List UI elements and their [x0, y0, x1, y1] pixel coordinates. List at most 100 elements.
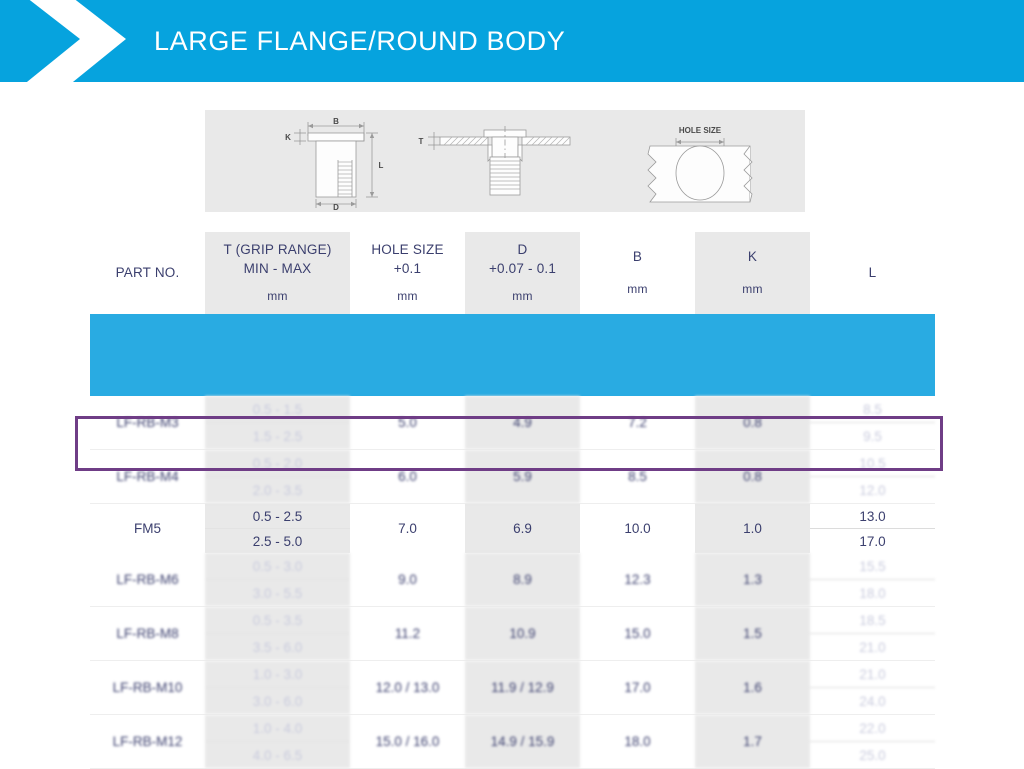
- cell-d: 8.9: [513, 572, 532, 587]
- column-header-l: L: [810, 232, 935, 314]
- column-header-part-no: PART NO.: [90, 232, 205, 314]
- cell-part-no-wrap: LF-RB-M12: [90, 714, 205, 769]
- cell-d-wrap: 11.9 / 12.9: [465, 660, 580, 715]
- diagram-label-d: D: [333, 203, 339, 210]
- diagram-label-hole-size: HOLE SIZE: [679, 126, 722, 135]
- cell-hole-size-wrap: 6.0: [350, 449, 465, 504]
- cell-k-wrap: 1.7: [695, 714, 810, 769]
- cell-value-top: 10.5: [810, 450, 935, 477]
- cell-b: 17.0: [624, 680, 651, 695]
- cell-grip-range: 0.5 - 3.5 3.5 - 6.0: [205, 606, 350, 661]
- diagram-label-l: L: [379, 161, 384, 170]
- cell-value-bottom: 3.5 - 6.0: [252, 639, 303, 655]
- b-unit: mm: [627, 282, 648, 297]
- table-row[interactable]: LF-RB-M4 0.5 - 2.0 2.0 - 3.5 6.0 5.9 8.5 0.8 10…: [90, 449, 935, 504]
- cell-value-bottom: 24.0: [859, 693, 886, 709]
- cell-part-no-wrap: FM5: [90, 504, 205, 554]
- cell-value-bottom: 21.0: [859, 639, 886, 655]
- cell-grip-range: 0.5 - 1.5 1.5 - 2.5: [205, 396, 350, 450]
- cell-d-wrap: 6.9: [465, 503, 580, 553]
- cell-value-bottom: 18.0: [859, 585, 886, 601]
- cell-value-bottom: 25.0: [859, 747, 886, 763]
- cell-k-wrap: 1.6: [695, 660, 810, 715]
- table-row[interactable]: FM5 0.5 - 2.5 2.5 - 5.0 7.0 6.9 10.0 1.0 13.0 17…: [90, 503, 935, 554]
- cell-value-top: 0.5 - 2.0: [205, 450, 350, 477]
- column-header-b: B mm: [580, 232, 695, 314]
- cell-value-top: 0.5 - 3.5: [205, 607, 350, 634]
- table-row[interactable]: LF-RB-M6 0.5 - 3.0 3.0 - 5.5 9.0 8.9 12.3 1.3 1…: [90, 553, 935, 607]
- cell-hole-size: 5.0: [398, 415, 417, 430]
- cell-hole-size-wrap: 11.2: [350, 606, 465, 661]
- cell-k: 1.7: [743, 734, 762, 749]
- k-main: K: [747, 249, 758, 265]
- cell-b: 7.2: [628, 415, 647, 430]
- cell-value-top: 0.5 - 1.5: [205, 396, 350, 423]
- cell-b: 10.0: [624, 521, 651, 536]
- cell-hole-size-wrap: 12.0 / 13.0: [350, 660, 465, 715]
- cell-d: 14.9 / 15.9: [490, 734, 555, 749]
- cell-hole-size: 7.0: [398, 521, 417, 536]
- cell-d: 10.9: [509, 626, 536, 641]
- cell-d-wrap: 5.9: [465, 449, 580, 504]
- cell-d: 11.9 / 12.9: [491, 680, 554, 695]
- cell-value-top: 1.0 - 4.0: [205, 715, 350, 742]
- cell-value-bottom: 1.5 - 2.5: [252, 428, 303, 444]
- cell-k-wrap: 0.8: [695, 396, 810, 450]
- cell-part-no: LF-RB-M10: [112, 680, 183, 695]
- diagram-label-b: B: [333, 117, 339, 126]
- grip-range-main: T (GRIP RANGE): [223, 242, 332, 258]
- d-unit: mm: [512, 289, 533, 304]
- cell-b-wrap: 10.0: [580, 504, 695, 554]
- cell-value-bottom: 2.0 - 3.5: [252, 482, 303, 498]
- page-title: LARGE FLANGE/ROUND BODY: [154, 25, 566, 56]
- cell-l: 13.0 17.0: [810, 504, 935, 554]
- cell-value-top: 0.5 - 3.0: [205, 553, 350, 580]
- cell-k: 1.5: [743, 626, 762, 641]
- cell-part-no: LF-RB-M3: [116, 415, 179, 430]
- cell-grip-range: 0.5 - 2.5 2.5 - 5.0: [205, 503, 350, 553]
- cell-value-top: 18.5: [810, 607, 935, 634]
- cell-k-wrap: 1.3: [695, 553, 810, 607]
- cell-k: 1.0: [743, 521, 762, 536]
- cell-hole-size: 6.0: [398, 469, 417, 484]
- cell-part-no: LF-RB-M8: [116, 626, 179, 641]
- column-header-d: D +0.07 - 0.1 mm: [465, 232, 580, 314]
- installed-rivet-nut-diagram: T: [419, 126, 571, 196]
- table-row[interactable]: LF-RB-M12 1.0 - 4.0 4.0 - 6.5 15.0 / 16.0 14…: [90, 714, 935, 769]
- cell-grip-range: 1.0 - 3.0 3.0 - 6.0: [205, 660, 350, 715]
- cell-part-no-wrap: LF-RB-M6: [90, 553, 205, 607]
- cell-d: 6.9: [513, 521, 532, 536]
- cell-value-top: 8.5: [810, 396, 935, 423]
- hole-size-diagram: HOLE SIZE: [647, 126, 753, 203]
- cell-value-top: 22.0: [810, 715, 935, 742]
- cell-b: 18.0: [624, 734, 651, 749]
- cell-b-wrap: 7.2: [580, 396, 695, 450]
- cell-part-no-wrap: LF-RB-M8: [90, 606, 205, 661]
- cell-k-wrap: 1.0: [695, 503, 810, 553]
- cell-value-top: 13.0: [810, 504, 935, 529]
- diagram-label-t: T: [419, 137, 424, 146]
- cell-value-top: 15.5: [810, 553, 935, 580]
- table-row[interactable]: LF-RB-M8 0.5 - 3.5 3.5 - 6.0 11.2 10.9 15.0 1.…: [90, 606, 935, 661]
- cell-value-top: 0.5 - 2.5: [205, 504, 350, 529]
- cell-grip-range: 0.5 - 2.0 2.0 - 3.5: [205, 449, 350, 504]
- header-rule: [90, 314, 935, 396]
- cell-b: 8.5: [628, 469, 647, 484]
- cell-grip-range: 0.5 - 3.0 3.0 - 5.5: [205, 553, 350, 607]
- table-row[interactable]: LF-RB-M10 1.0 - 3.0 3.0 - 6.0 12.0 / 13.0 11…: [90, 660, 935, 715]
- cell-l: 22.0 25.0: [810, 714, 935, 769]
- cell-l: 15.5 18.0: [810, 553, 935, 607]
- cell-value-bottom: 4.0 - 6.5: [252, 747, 303, 763]
- k-unit: mm: [742, 282, 763, 297]
- cell-d: 4.9: [513, 415, 532, 430]
- rivet-nut-section-diagram: B K L D: [285, 117, 384, 210]
- cell-part-no: FM5: [134, 521, 161, 536]
- cell-k: 1.3: [743, 572, 762, 587]
- table-row[interactable]: LF-RB-M3 0.5 - 1.5 1.5 - 2.5 5.0 4.9 7.2 0.8 8.…: [90, 396, 935, 450]
- cell-hole-size: 9.0: [398, 572, 417, 587]
- cell-b-wrap: 12.3: [580, 553, 695, 607]
- cell-k-wrap: 1.5: [695, 606, 810, 661]
- technical-diagram-panel: B K L D: [205, 110, 805, 212]
- cell-hole-size-wrap: 9.0: [350, 553, 465, 607]
- cell-grip-range: 1.0 - 4.0 4.0 - 6.5: [205, 714, 350, 769]
